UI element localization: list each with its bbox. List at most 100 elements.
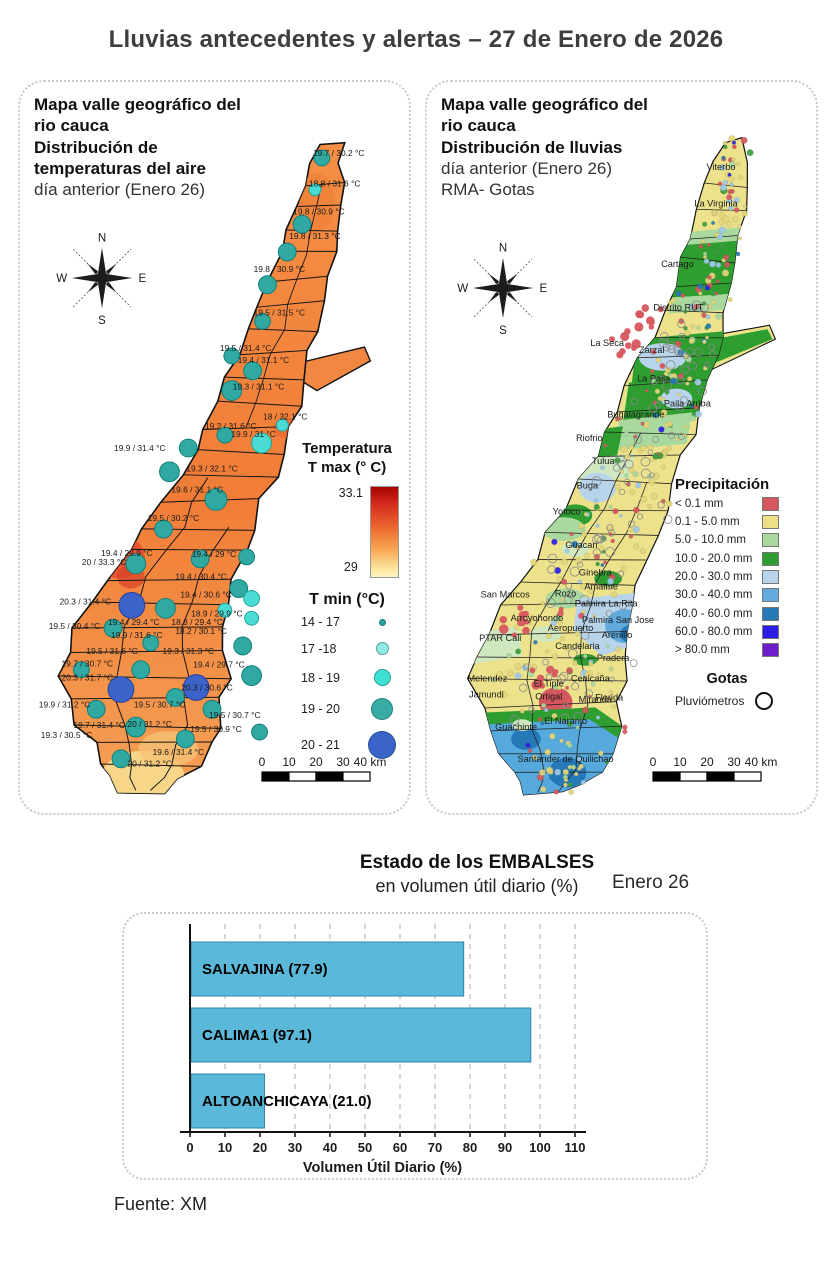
precipitation-legend-row: 30.0 - 40.0 mm [675,586,779,604]
pluviometer-marker [559,671,569,681]
region-border-line [107,578,232,582]
region-border-line [490,725,622,732]
temperature-value-label: 19.9 / 31.4 °C [114,443,165,453]
rain-dot [717,181,723,187]
precipitation-class-swatch [762,515,779,530]
rain-dot [705,335,710,340]
place-label: Jamundi [469,689,504,699]
rain-dot [594,584,599,589]
rain-dot [521,664,528,671]
rain-dot [608,666,614,672]
temperature-value-label: 19.7 / 30.2 °C [313,148,365,158]
chart-bar-label: SALVAJINA (77.9) [202,961,328,978]
rain-dot [582,706,589,714]
region-border-line [500,602,633,606]
place-label: Tulua [592,456,616,466]
rain-dot [619,469,624,474]
rain-dot [652,452,660,460]
pluviometer-marker [545,598,556,608]
pluviometer-marker [652,436,660,443]
pluviometer-marker [617,459,626,469]
rain-dot [683,326,688,331]
compass-star [471,256,535,320]
tmin-station-circle [313,149,331,167]
region-border-line [239,349,307,356]
rain-dot [713,232,719,238]
tmin-station-circle [125,716,147,738]
rain-dot [537,717,543,722]
rain-dot [543,707,549,713]
rain-dot [628,444,635,451]
scale-bar: 0 10 20 30 40 km [647,754,799,792]
temperature-value-label: 19.5 / 31.6 °C [86,646,138,656]
chart-tick-label: 50 [358,1140,372,1155]
rain-dot [655,357,661,363]
rain-dot [581,531,588,537]
temperature-value-label: 19.8 / 30.9 °C [254,264,306,274]
rain-dot [605,760,609,765]
chart-tick-label: 60 [393,1140,407,1155]
rain-dot [687,376,693,382]
rain-dot [499,624,509,634]
temperature-value-label: 19.9 / 31.6 °C [111,630,162,640]
rain-dot [649,369,655,374]
temperature-map-panel: 19.7 / 30.2 °C 18.8 / 31.6 °C 19.8 / 30.9 … [18,80,411,815]
place-label: Cenicaña [571,674,611,684]
rain-dot [588,661,593,666]
pluviometer-marker [697,386,707,396]
pluviometer-marker [629,659,638,667]
precipitation-class-swatch [762,624,779,639]
rain-dot [707,275,712,280]
rain-dot [641,304,650,312]
rain-dot [722,215,730,223]
chart-bar-label: ALTOANCHICAYA (21.0) [202,1093,371,1110]
rain-dot [683,424,688,429]
pluviometer-marker [568,648,578,659]
tmin-station-circle [275,418,289,432]
temperature-value-label: 19.4 / 29.9 °C [101,548,153,558]
rain-dot [658,426,665,433]
tmin-class-label: 18 - 19 [301,670,340,685]
rain-dot [711,299,717,305]
rain-dot [540,786,547,793]
tmin-class-circle [373,669,391,686]
place-label: La Virginia [694,198,738,208]
rain-dot [675,340,682,348]
rain-dot [608,504,613,509]
pluviometer-marker [699,302,709,312]
rain-dot [563,777,569,783]
rain-dot [514,672,522,680]
rain-dot [727,175,735,183]
rain-dot [559,635,566,642]
tmin-legend-row: 14 - 17 [293,610,401,635]
rain-dot [627,527,633,533]
rain-dot [624,473,629,478]
chart-tick-label: 30 [288,1140,302,1155]
tmax-max-value: 33.1 [338,485,363,500]
precipitation-class-label: 40.0 - 60.0 mm [675,607,753,620]
rain-dot [593,553,601,560]
scale-bar-tick-label: 20 [700,755,714,769]
scale-bar-tick-label: 30 [727,755,741,769]
rainfall-map-title: Mapa valle geográfico del rio cauca Dist… [441,94,648,200]
precipitation-class-swatch [762,643,779,658]
tmin-station-circle [182,674,210,701]
rain-dot [633,506,640,514]
tmin-station-circle [178,438,198,458]
tmin-station-circle [254,312,271,330]
rain-dot [733,207,740,213]
rain-dot [670,377,678,385]
scale-bar-tick-label: 40 km [745,755,778,769]
rain-dot [635,310,644,319]
rain-dot [741,210,749,217]
temperature-value-label: 19.4 / 29 °C [192,549,236,559]
rain-dot [722,140,728,146]
rain-dot [660,464,666,470]
tmin-station-circle [202,699,222,719]
rain-dot [675,290,682,297]
rain-dot [548,774,555,780]
chart-tick-label: 0 [186,1140,193,1155]
rain-dot [529,614,535,620]
pluviometer-marker [619,602,627,610]
rain-dot [514,663,522,671]
